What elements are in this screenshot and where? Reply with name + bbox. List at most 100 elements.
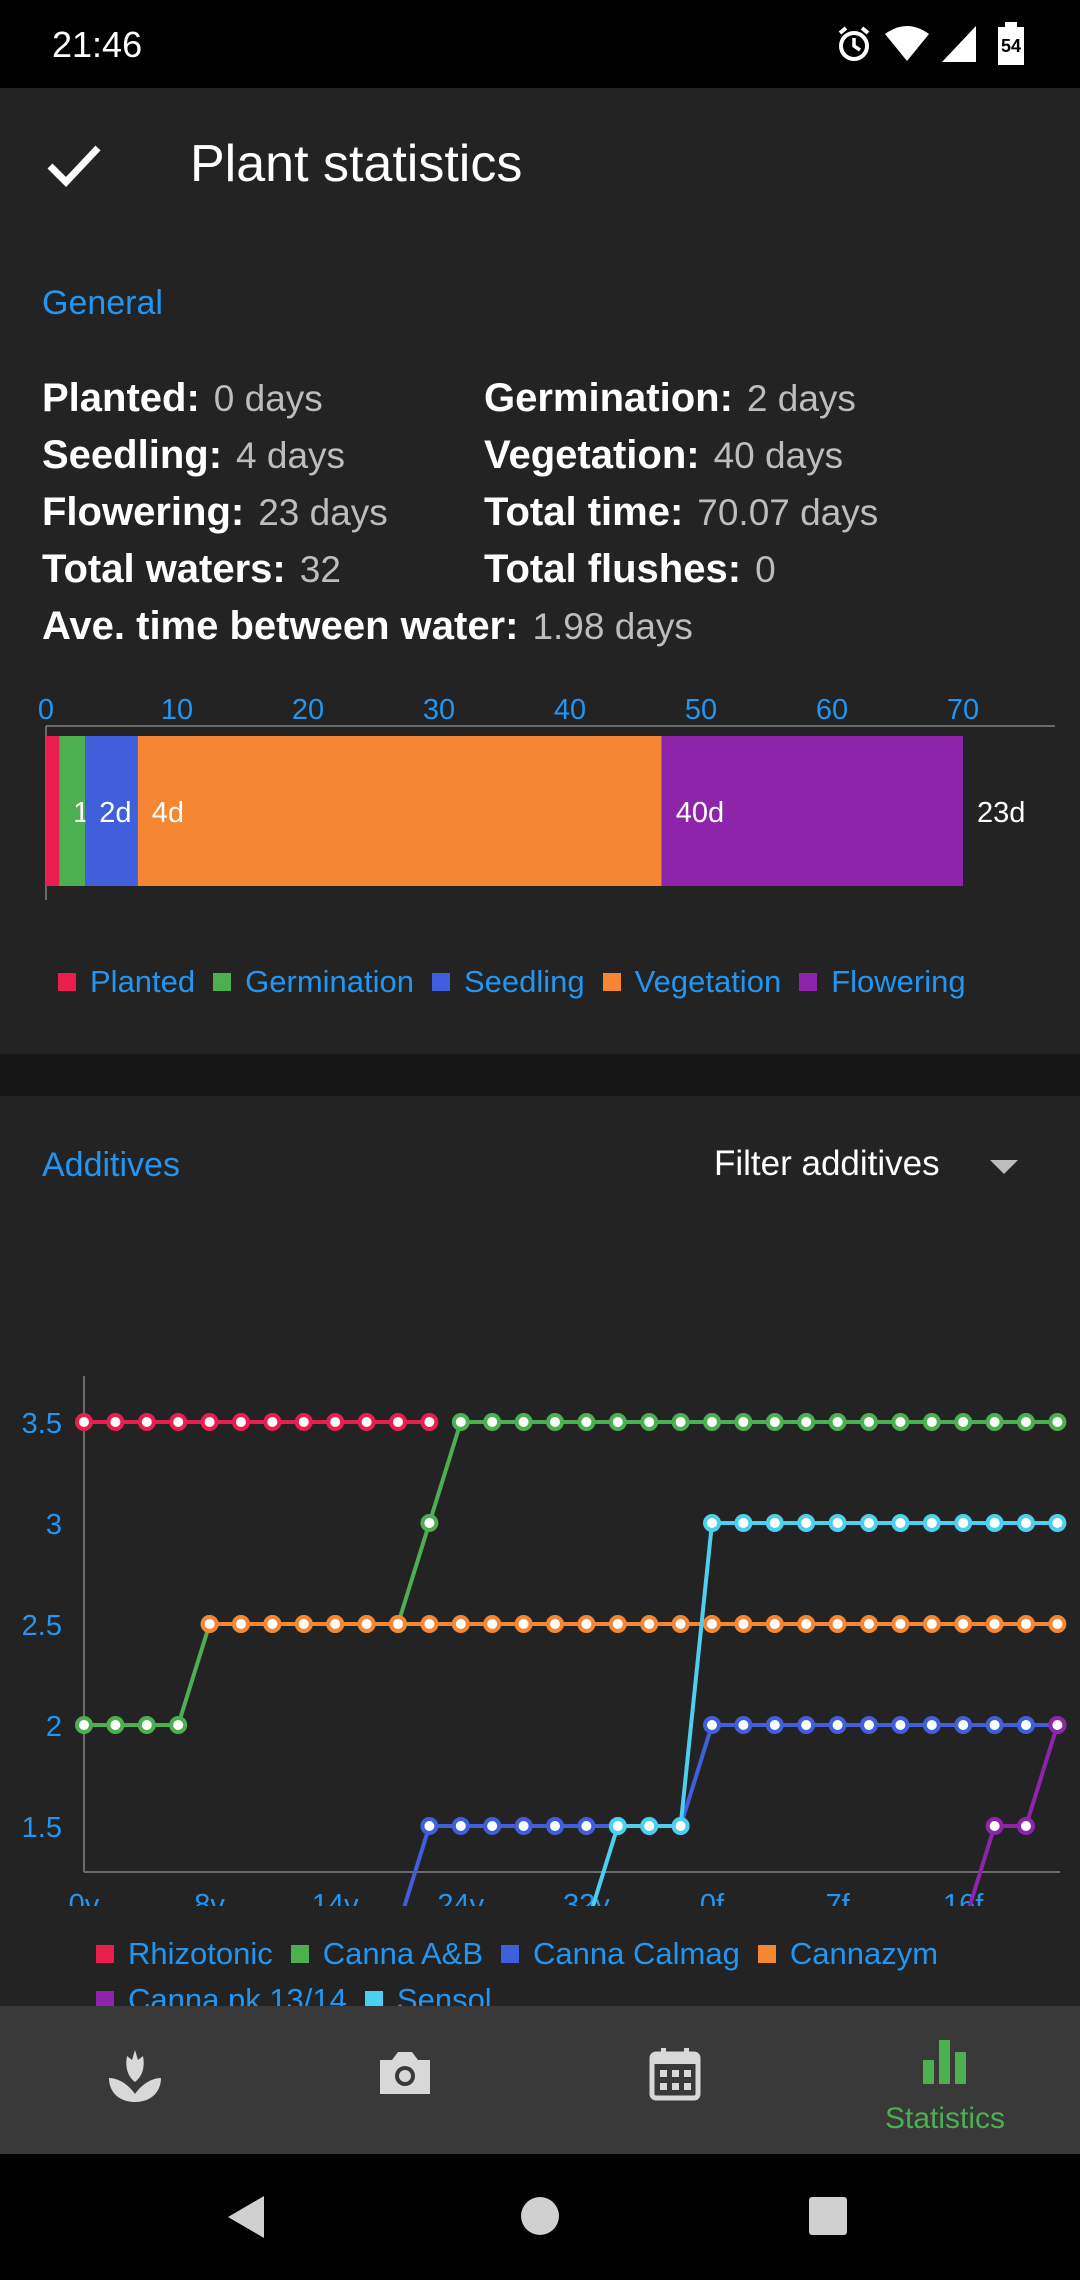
series-point-cannazym — [828, 1615, 847, 1633]
recents-icon[interactable] — [808, 2196, 848, 2236]
stat-flowering: Flowering: 23 days — [42, 490, 388, 535]
series-point-cannazym — [389, 1615, 407, 1633]
stat-seedling: Seedling: 4 days — [42, 433, 345, 478]
stat-label: Vegetation: — [484, 433, 700, 477]
series-point-sensol — [640, 1817, 659, 1835]
stat-value: 40 days — [713, 435, 844, 476]
stage-bar-label: 2d — [99, 797, 131, 829]
series-point-cannazym — [922, 1615, 941, 1633]
legend-swatch — [501, 1945, 520, 1963]
stage-axis-tick-label: 60 — [816, 694, 848, 726]
series-point-canna-calmag — [765, 1716, 784, 1734]
stat-label: Ave. time between water: — [42, 604, 519, 648]
stage-legend-item: Vegetation — [602, 964, 781, 1000]
stage-axis-tick-label: 20 — [292, 694, 324, 726]
series-point-canna-a-b — [1017, 1413, 1035, 1431]
stat-value: 0 days — [213, 378, 323, 419]
legend-swatch — [364, 1991, 383, 2006]
additives-card: Additives Filter additives 3.532.521.510… — [0, 1096, 1080, 2006]
series-point-canna-calmag — [1017, 1716, 1035, 1734]
series-point-rhizotonic — [294, 1413, 313, 1431]
alarm-icon — [838, 26, 870, 61]
x-tick-label: 0v — [69, 1889, 100, 1906]
stage-legend-item: Germination — [213, 964, 414, 1000]
home-icon[interactable] — [520, 2196, 560, 2236]
series-point-canna-calmag — [703, 1716, 721, 1734]
series-point-canna-pk-13-14 — [1048, 1716, 1067, 1734]
filter-additives-dropdown[interactable]: Filter additives — [700, 1132, 1040, 1196]
legend-swatch — [96, 1991, 114, 2006]
series-point-cannazym — [860, 1615, 878, 1633]
legend-label: Canna pk 13/14 — [128, 1982, 347, 2006]
nav-plant[interactable] — [0, 2006, 270, 2154]
nav-statistics[interactable]: Statistics — [810, 2006, 1080, 2154]
series-point-canna-calmag — [891, 1716, 910, 1734]
series-point-cannazym — [703, 1615, 721, 1633]
legend-swatch — [213, 973, 232, 991]
series-point-sensol — [1048, 1514, 1067, 1532]
stat-planted: Planted: 0 days — [42, 376, 323, 421]
chevron-down-icon — [990, 1160, 1018, 1174]
series-point-canna-calmag — [546, 1817, 564, 1835]
series-point-sensol — [891, 1514, 910, 1532]
x-tick-label: 24v — [437, 1889, 484, 1906]
series-point-canna-calmag — [797, 1716, 816, 1734]
series-point-canna-a-b — [922, 1413, 941, 1431]
stage-axis-tick-label: 70 — [947, 694, 979, 726]
series-point-cannazym — [546, 1615, 564, 1633]
stage-bar-seedling — [85, 736, 138, 886]
additives-legend-item: Sensol — [364, 1982, 492, 2006]
series-point-canna-a-b — [671, 1413, 690, 1431]
series-point-rhizotonic — [420, 1413, 439, 1431]
x-tick-label: 0f — [700, 1889, 725, 1906]
series-point-sensol — [1017, 1514, 1035, 1532]
legend-swatch — [432, 973, 450, 991]
series-point-canna-calmag — [828, 1716, 847, 1734]
stat-label: Total time: — [484, 490, 684, 534]
signal-icon — [942, 26, 976, 62]
series-point-canna-calmag — [514, 1817, 533, 1835]
stage-axis-tick-label: 50 — [685, 694, 717, 726]
legend-label: Germination — [245, 964, 414, 999]
back-icon[interactable] — [224, 2194, 268, 2240]
additives-legend-item: Rhizotonic — [96, 1936, 273, 1972]
legend-label: Canna A&B — [322, 1936, 484, 1971]
legend-label: Flowering — [831, 964, 966, 999]
stage-axis-tick-label: 0 — [38, 694, 54, 726]
series-point-canna-a-b — [985, 1413, 1004, 1431]
stage-bar-germination — [59, 736, 86, 886]
series-point-canna-a-b — [703, 1413, 721, 1431]
series-point-sensol — [765, 1514, 784, 1532]
calendar-icon — [649, 2048, 701, 2101]
x-tick-label: 7f — [826, 1889, 851, 1906]
series-point-cannazym — [1048, 1615, 1067, 1633]
series-point-canna-calmag — [954, 1716, 973, 1734]
series-point-rhizotonic — [75, 1413, 93, 1431]
series-point-canna-a-b — [169, 1716, 188, 1734]
series-point-canna-a-b — [514, 1413, 533, 1431]
series-point-rhizotonic — [263, 1413, 282, 1431]
series-point-rhizotonic — [357, 1413, 376, 1431]
series-point-cannazym — [232, 1615, 250, 1633]
series-point-canna-a-b — [451, 1413, 470, 1431]
series-point-cannazym — [577, 1615, 596, 1633]
stage-bar-vegetation — [137, 736, 662, 886]
nav-calendar[interactable] — [540, 2006, 810, 2154]
stat-label: Total flushes: — [484, 547, 742, 591]
series-point-cannazym — [734, 1615, 753, 1633]
additives-legend: Rhizotonic Canna A&B Canna Calmag Cannazym C… — [96, 1936, 1056, 2006]
series-point-canna-a-b — [860, 1413, 878, 1431]
series-point-canna-a-b — [420, 1514, 439, 1532]
series-point-cannazym — [797, 1615, 816, 1633]
series-point-canna-calmag — [860, 1716, 878, 1734]
stat-label: Seedling: — [42, 433, 223, 477]
stage-bar-label: 40d — [676, 797, 724, 829]
nav-camera[interactable] — [270, 2006, 540, 2154]
section-divider — [0, 1054, 1080, 1096]
series-point-canna-a-b — [1048, 1413, 1067, 1431]
series-point-cannazym — [954, 1615, 973, 1633]
check-icon[interactable] — [46, 142, 102, 188]
additives-legend-item: Canna A&B — [290, 1936, 484, 1972]
stage-axis-tick-label: 10 — [161, 694, 193, 726]
series-point-canna-calmag — [734, 1716, 753, 1734]
